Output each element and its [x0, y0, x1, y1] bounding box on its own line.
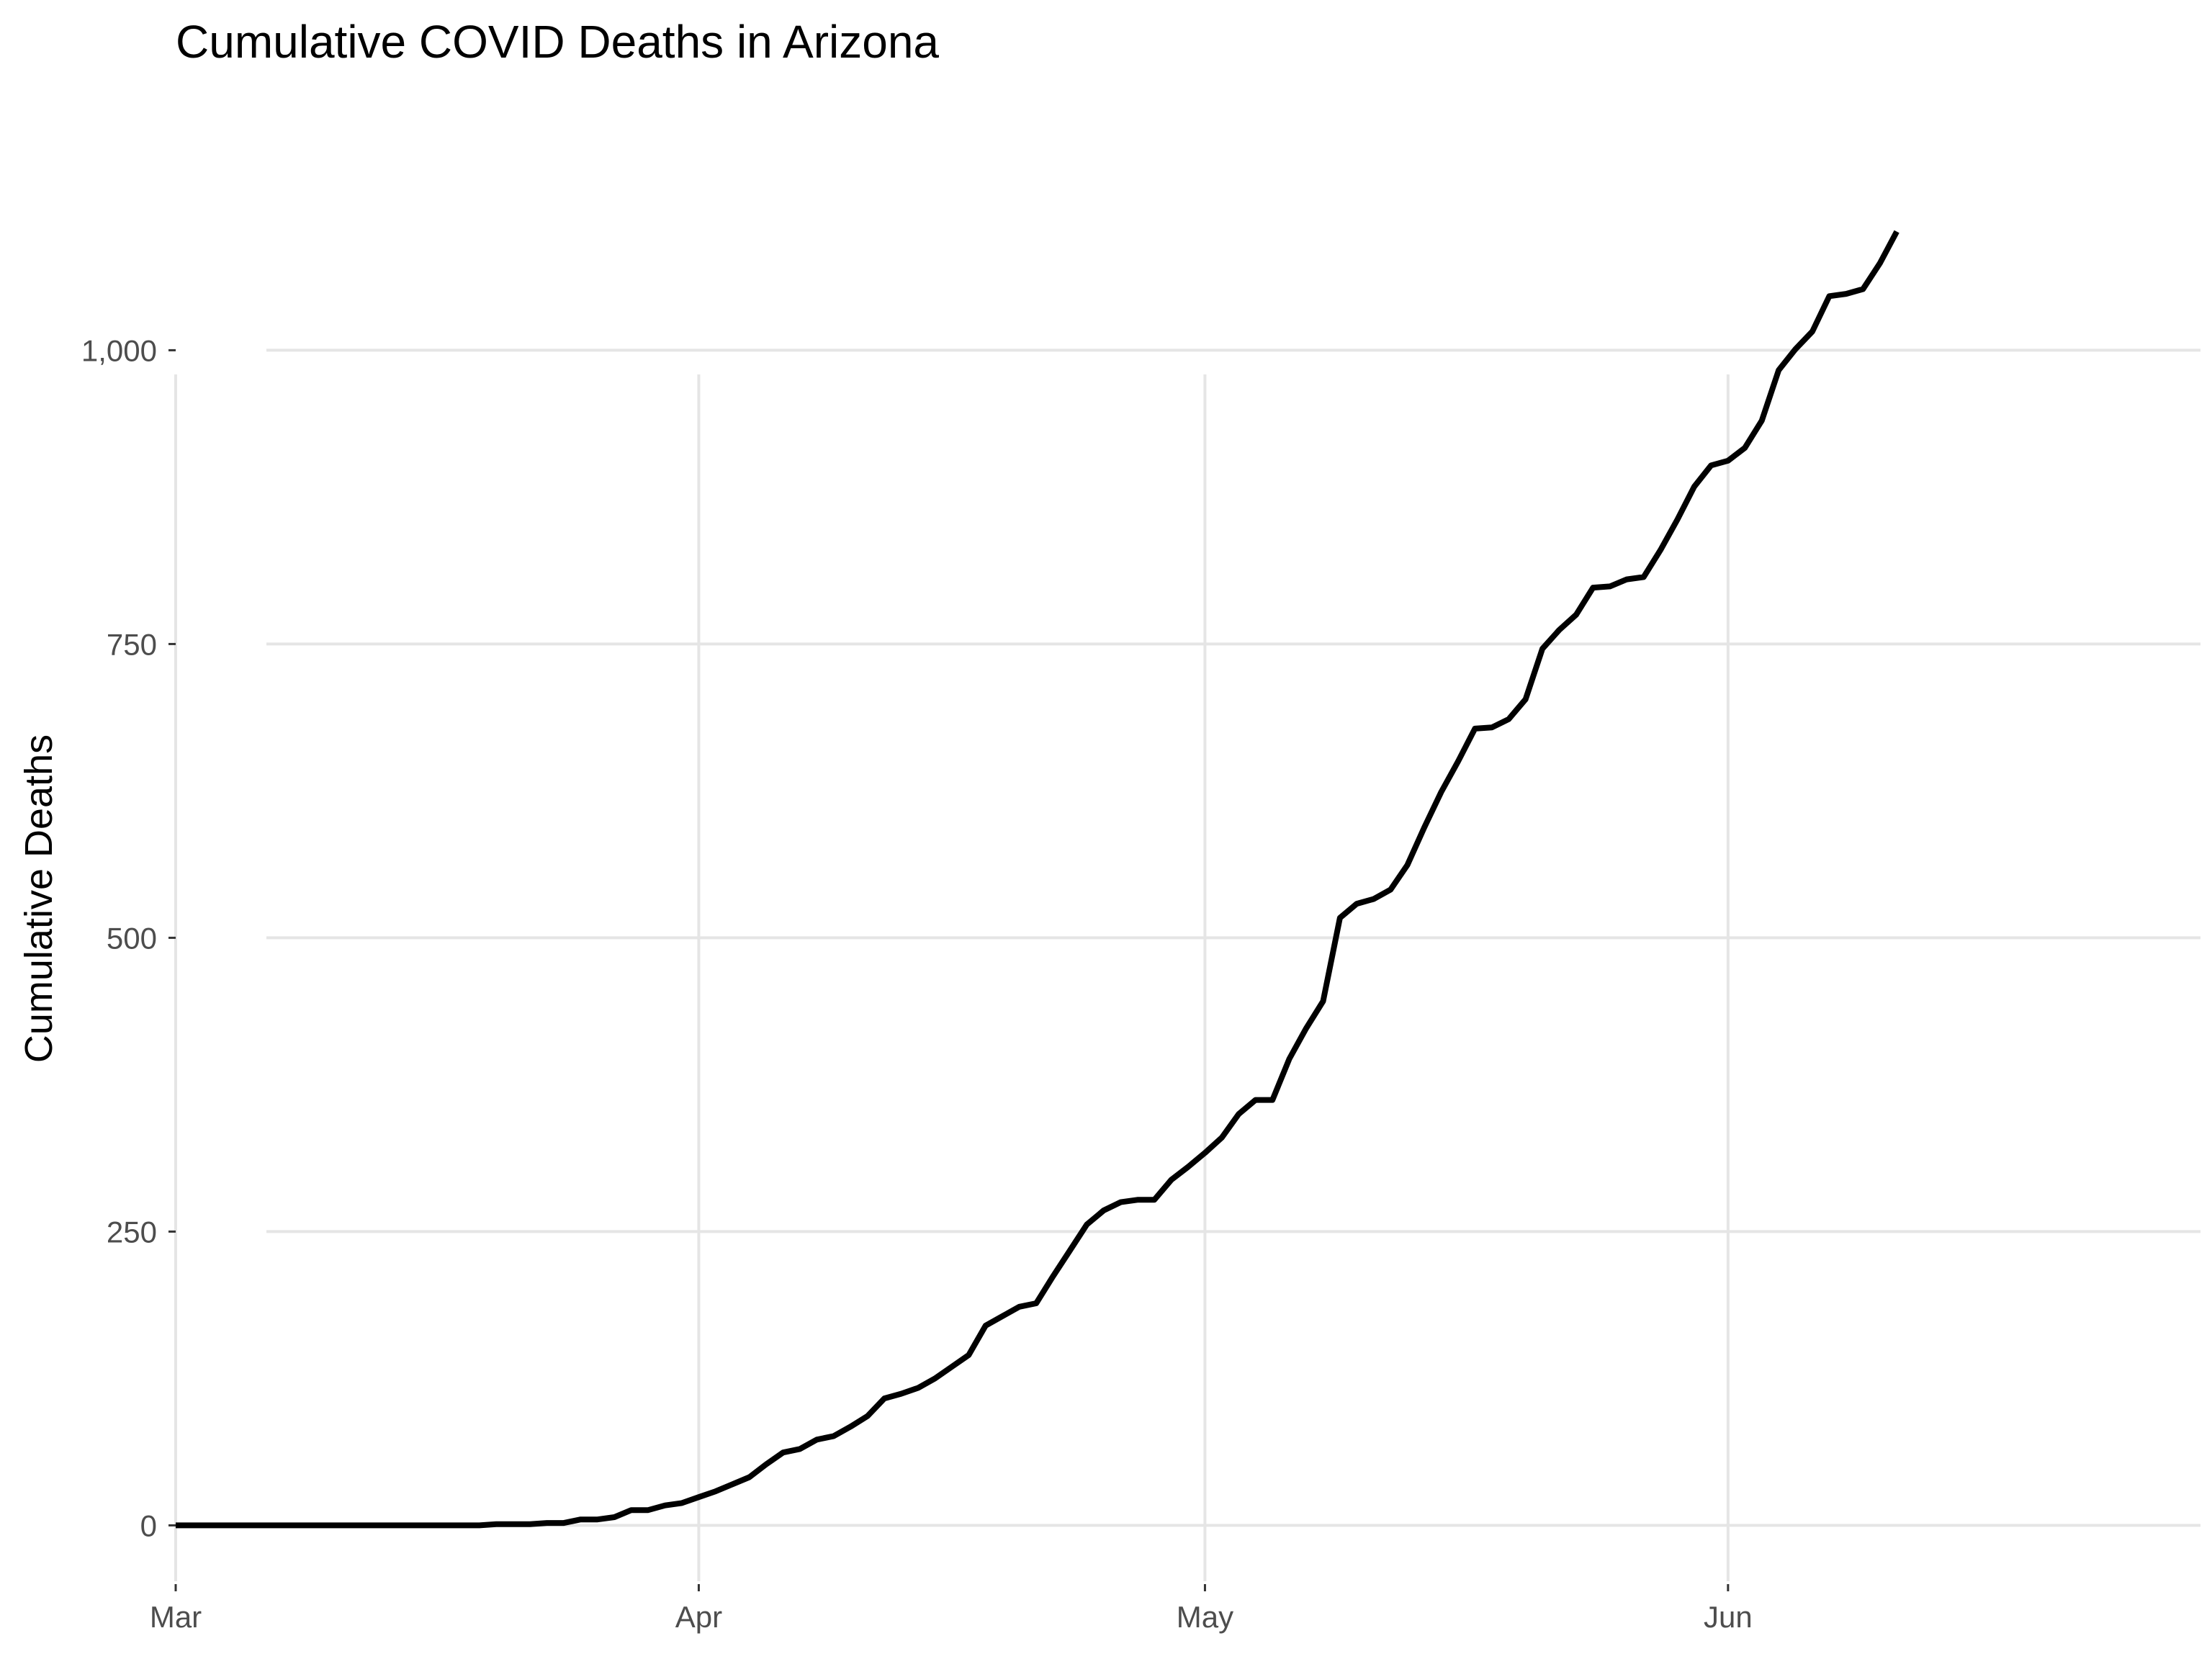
x-axis: Mar Apr May Jun — [150, 1584, 1753, 1634]
series-line — [176, 230, 1899, 1529]
y-tick-label: 750 — [107, 627, 157, 661]
series — [176, 230, 1899, 1529]
y-tick-label: 1,000 — [81, 333, 157, 367]
y-axis: 0 250 500 750 1,000 — [81, 333, 176, 1542]
x-tick-label: Jun — [1704, 1600, 1753, 1634]
x-tick-label: Mar — [150, 1600, 202, 1634]
y-tick-label: 250 — [107, 1215, 157, 1249]
x-tick-label: May — [1177, 1600, 1233, 1634]
chart-title: Cumulative COVID Deaths in Arizona — [176, 16, 939, 68]
y-axis-label: Cumulative Deaths — [17, 734, 60, 1063]
x-tick-label: Apr — [675, 1600, 722, 1634]
gridlines — [174, 349, 2200, 1581]
y-tick-label: 500 — [107, 921, 157, 955]
y-tick-label: 0 — [140, 1509, 157, 1542]
